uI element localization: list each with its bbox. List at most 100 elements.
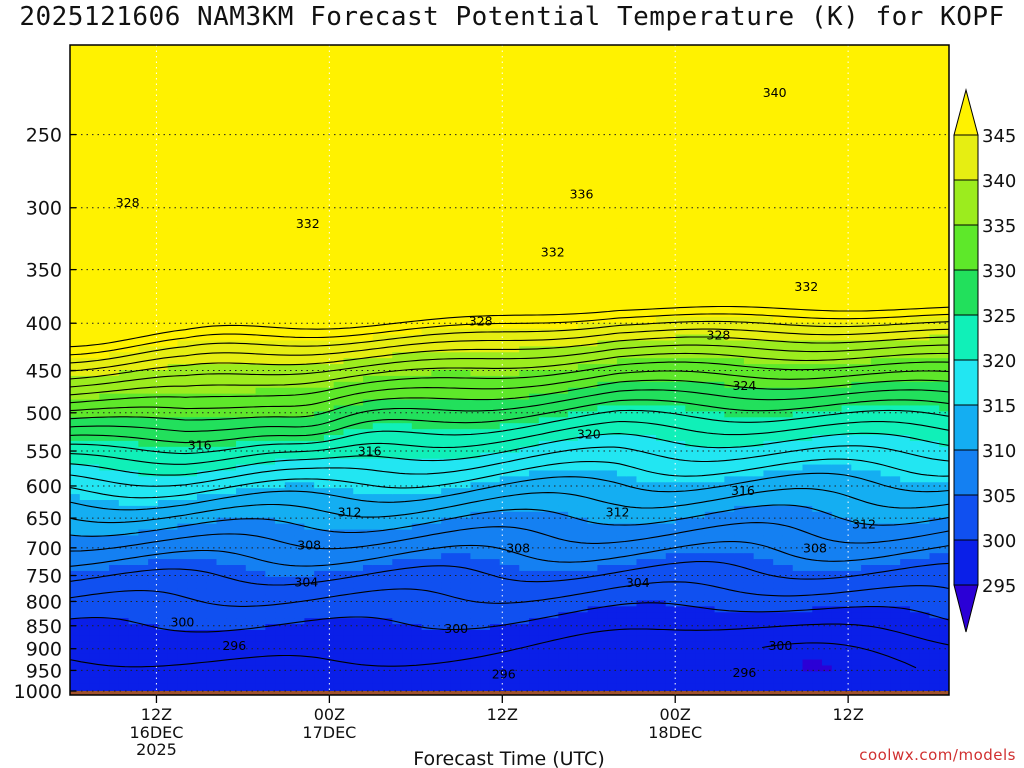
heat-cell [275,352,286,359]
heat-cell [128,245,139,253]
heat-cell [353,494,364,501]
heat-cell [138,659,149,667]
heat-cell [411,287,423,294]
heat-cell [314,175,325,182]
heat-cell [275,393,286,401]
heat-cell [187,263,198,271]
heat-cell [450,618,462,625]
heat-cell [402,115,413,123]
heat-cell [382,641,393,649]
heat-cell [275,565,286,572]
heat-cell [206,517,218,525]
heat-cell [118,600,130,607]
heat-cell [206,641,218,649]
heat-cell [157,612,169,619]
heat-cell [196,198,208,206]
heat-cell [70,163,81,170]
heat-cell [372,358,384,365]
heat-cell [323,222,335,229]
heat-cell [509,192,520,200]
heat-cell [431,222,442,229]
heat-cell [157,322,169,330]
heat-cell [138,612,149,619]
heat-cell [226,606,237,613]
heat-cell [206,446,218,454]
heat-cell [275,470,286,477]
heat-cell [118,576,130,584]
heat-cell [128,470,139,477]
heat-cell [363,458,374,466]
heat-cell [157,464,169,472]
heat-cell [392,299,403,306]
heat-cell [402,127,413,135]
heat-cell [353,553,364,560]
heat-cell [470,210,481,217]
heat-cell [372,275,384,282]
heat-cell [480,423,491,430]
heat-cell [499,511,511,519]
heat-cell [441,659,452,667]
heat-cell [187,316,198,324]
heat-cell [148,635,159,643]
heat-cell [343,275,354,282]
heat-cell [255,671,266,678]
heat-cell [323,630,335,637]
heat-cell [343,163,354,170]
heat-cell [411,234,423,241]
heat-cell [460,222,472,229]
heat-cell [177,517,188,525]
heat-cell [392,399,403,407]
heat-cell [441,257,452,265]
heat-cell [89,364,100,371]
heat-cell [421,186,432,194]
heat-cell [353,86,364,93]
heat-cell [323,139,335,147]
heat-cell [109,186,120,194]
heat-cell [353,635,364,643]
heat-cell [441,417,452,424]
heat-cell [304,635,315,643]
heat-cell [431,452,442,460]
heat-cell [294,547,305,554]
heat-cell [79,606,91,613]
heat-cell [216,151,227,158]
heat-cell [128,56,139,64]
heat-cell [314,305,325,312]
heat-cell [372,104,384,111]
heat-cell [226,618,237,625]
heat-cell [323,340,335,347]
heat-cell [284,222,296,229]
heat-cell [70,618,81,625]
heat-cell [431,192,442,200]
heat-cell [441,671,452,678]
heat-cell [363,157,374,164]
heat-cell [206,653,218,661]
heat-cell [304,381,315,389]
heat-cell [157,316,169,324]
heat-cell [284,281,296,288]
heat-cell [206,399,218,407]
heat-cell [226,204,237,212]
heat-cell [480,68,491,76]
heat-cell [460,618,472,625]
heat-cell [284,74,296,82]
heat-cell [402,145,413,152]
heat-cell [489,505,501,513]
heat-cell [89,228,100,235]
heat-cell [450,653,462,661]
heat-cell [157,240,169,247]
heat-cell [411,606,423,613]
heat-cell [489,547,501,554]
heat-cell [275,635,286,643]
heat-cell [480,671,491,678]
heat-cell [284,121,296,129]
heat-cell [314,293,325,300]
heat-cell [284,600,296,607]
heat-cell [157,234,169,241]
heat-cell [304,139,315,147]
heat-cell [402,56,413,64]
heat-cell [343,334,354,342]
heat-cell [441,222,452,229]
heat-cell [372,665,384,672]
heat-cell [128,216,139,223]
